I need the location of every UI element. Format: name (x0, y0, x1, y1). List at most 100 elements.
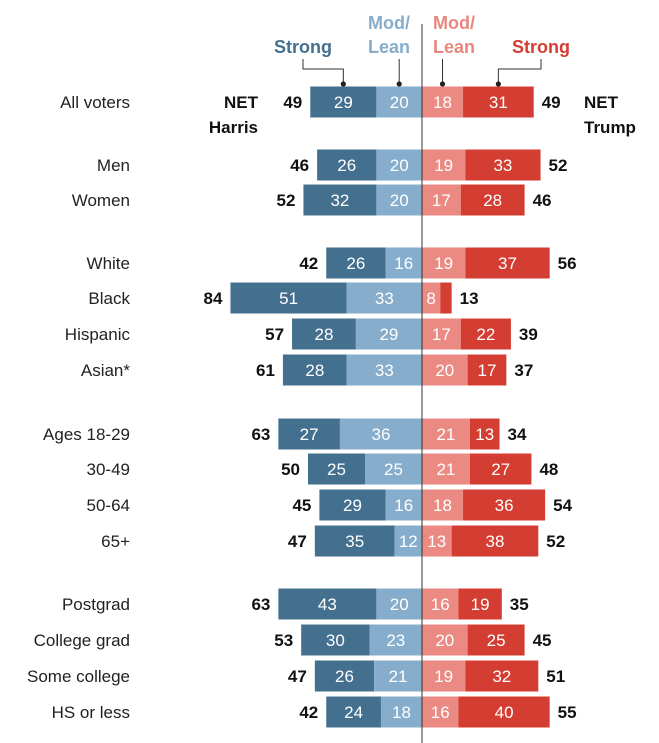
chart-row: Men 26 20 19 33 46 52 (97, 149, 567, 181)
bar-harris-lean (365, 453, 422, 485)
label-harris-lean: 36 (371, 425, 390, 444)
label-trump-strong: 19 (471, 595, 490, 614)
net-trump-value: 51 (546, 667, 565, 686)
bar-trump-strong (440, 282, 452, 314)
bar-harris-lean (376, 149, 422, 181)
header-harris-lean: Mod/ (368, 13, 410, 33)
net-harris-label: Harris (209, 118, 258, 137)
label-trump-strong: 36 (495, 496, 514, 515)
leader-dot-harris-lean (396, 81, 402, 87)
label-harris-strong: 26 (337, 156, 356, 175)
bar-harris-strong (308, 453, 365, 485)
label-trump-lean: 19 (434, 667, 453, 686)
label-harris-lean: 18 (392, 703, 411, 722)
label-trump-lean: 19 (434, 254, 453, 273)
label-trump-lean: 21 (436, 425, 455, 444)
label-trump-strong: 17 (478, 361, 497, 380)
label-harris-lean: 20 (390, 93, 409, 112)
label-harris-strong: 29 (343, 496, 362, 515)
chart-row: White 26 16 19 37 42 56 (87, 247, 577, 279)
net-harris-value: 42 (299, 703, 318, 722)
bar-trump-lean (422, 149, 466, 181)
header-trump-strong: Strong (512, 37, 570, 57)
bar-trump-strong (465, 149, 541, 181)
bar-harris-lean (374, 660, 422, 692)
category-label: Ages 18-29 (43, 425, 130, 444)
bar-trump-lean (422, 696, 459, 728)
label-harris-strong: 43 (318, 595, 337, 614)
label-harris-strong: 25 (327, 460, 346, 479)
net-harris-value: 47 (288, 532, 307, 551)
label-trump-lean: 8 (426, 289, 435, 308)
category-label: Some college (27, 667, 130, 686)
net-trump-value: 39 (519, 325, 538, 344)
bar-harris-strong (278, 588, 377, 620)
label-harris-lean: 33 (375, 361, 394, 380)
net-harris-value: 46 (290, 156, 309, 175)
chart-row: 30-49 25 25 21 27 50 48 (87, 453, 558, 485)
category-label: Hispanic (65, 325, 131, 344)
bar-trump-lean (422, 660, 466, 692)
net-trump-value: 56 (558, 254, 577, 273)
label-trump-lean: 19 (434, 156, 453, 175)
chart-row: All voters 29 20 18 31 49 49 (60, 86, 561, 118)
bar-trump-strong (467, 354, 507, 386)
net-harris-value: 50 (281, 460, 300, 479)
chart-row: Postgrad 43 20 16 19 63 35 (62, 588, 529, 620)
category-label: College grad (34, 631, 130, 650)
header-harris-strong: Strong (274, 37, 332, 57)
bar-harris-lean (346, 354, 422, 386)
label-trump-strong: 31 (489, 93, 508, 112)
bar-trump-lean (422, 624, 468, 656)
bar-trump-lean (422, 418, 470, 450)
chart-row: Black 51 33 8 84 13 (88, 282, 479, 314)
chart-row: Women 32 20 17 28 52 46 (72, 184, 552, 216)
bar-harris-strong (301, 624, 370, 656)
bar-harris-lean (376, 86, 422, 118)
label-trump-strong: 38 (485, 532, 504, 551)
bar-trump-lean (422, 489, 464, 521)
leader-dot-trump-strong (495, 81, 501, 87)
label-harris-lean: 20 (390, 191, 409, 210)
net-harris-value: 49 (283, 93, 302, 112)
bar-harris-strong (230, 282, 347, 314)
chart-row: 65+ 35 12 13 38 47 52 (101, 525, 565, 557)
bar-harris-lean (346, 282, 422, 314)
net-trump-value: 35 (510, 595, 529, 614)
bar-harris-lean (385, 489, 422, 521)
net-harris-value: 57 (265, 325, 284, 344)
header-trump-lean: Lean (433, 37, 475, 57)
leader-trump-strong (497, 59, 542, 89)
bar-harris-lean (380, 696, 422, 728)
bar-harris-lean (376, 184, 422, 216)
bar-trump-lean (422, 282, 441, 314)
label-harris-strong: 35 (345, 532, 364, 551)
category-label: Men (97, 156, 130, 175)
label-trump-strong: 33 (493, 156, 512, 175)
label-harris-lean: 33 (375, 289, 394, 308)
bar-harris-strong (310, 86, 377, 118)
bar-trump-lean (422, 247, 466, 279)
label-harris-strong: 26 (335, 667, 354, 686)
bar-trump-strong (460, 184, 525, 216)
label-trump-strong: 13 (475, 425, 494, 444)
label-harris-lean: 20 (390, 595, 409, 614)
bar-harris-strong (282, 354, 347, 386)
bar-harris-lean (385, 247, 422, 279)
label-harris-lean: 20 (390, 156, 409, 175)
bar-trump-lean (422, 588, 459, 620)
net-harris-value: 47 (288, 667, 307, 686)
leader-dot-trump-lean (439, 81, 446, 87)
bar-trump-lean (422, 86, 464, 118)
chart-row: Some college 26 21 19 32 47 51 (27, 660, 565, 692)
bar-harris-strong (326, 247, 386, 279)
label-harris-lean: 12 (399, 532, 418, 551)
net-trump-label: NET (584, 93, 619, 112)
bar-harris-strong (278, 418, 340, 450)
bar-trump-lean (422, 453, 470, 485)
chart-row: HS or less 24 18 16 40 42 55 (52, 696, 577, 728)
column-headers: NET Harris NET Trump Strong Mod/Lean Mod/Lean S… (209, 13, 636, 137)
bar-harris-lean (376, 588, 422, 620)
